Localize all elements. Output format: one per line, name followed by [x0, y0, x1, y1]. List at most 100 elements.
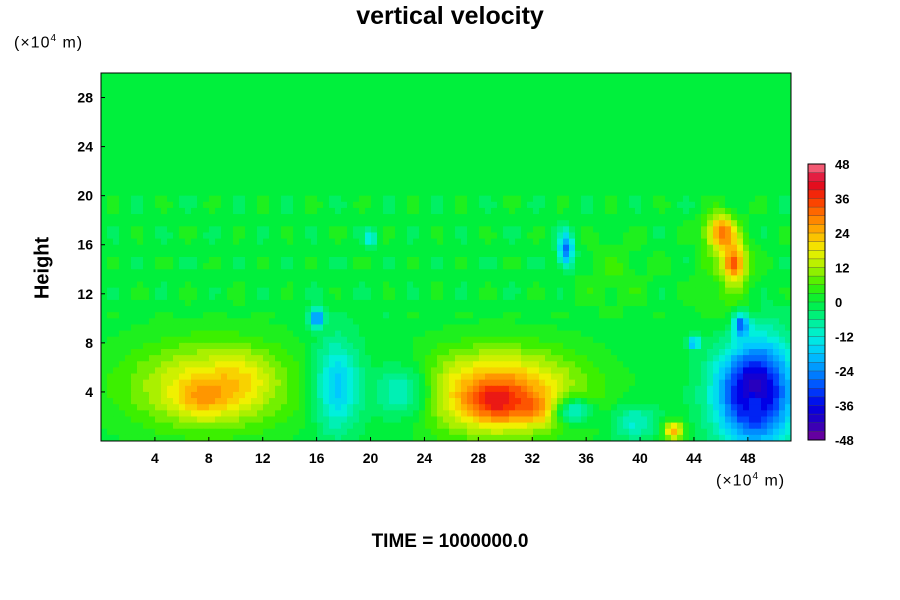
heatmap-cell	[323, 269, 330, 276]
heatmap-cell	[623, 201, 630, 209]
heatmap-cell	[545, 244, 552, 252]
heatmap-cell	[407, 134, 414, 142]
heatmap-cell	[287, 238, 294, 246]
heatmap-cell	[647, 318, 654, 326]
heatmap-cell	[107, 165, 114, 172]
heatmap-cell	[107, 269, 114, 276]
heatmap-cell	[329, 220, 336, 227]
heatmap-cell	[635, 73, 642, 80]
heatmap-cell	[239, 134, 246, 142]
heatmap-cell	[239, 299, 246, 307]
heatmap-cell	[209, 134, 216, 142]
heatmap-cell	[293, 281, 300, 289]
heatmap-cell	[239, 220, 246, 227]
heatmap-cell	[647, 299, 654, 307]
heatmap-cell	[449, 244, 456, 252]
heatmap-cell	[743, 220, 750, 227]
heatmap-cell	[737, 281, 744, 289]
heatmap-cell	[467, 146, 474, 154]
heatmap-cell	[263, 275, 270, 283]
heatmap-cell	[269, 214, 276, 221]
heatmap-cell	[455, 312, 462, 319]
heatmap-cell	[143, 97, 150, 105]
heatmap-cell	[269, 220, 276, 227]
heatmap-cell	[485, 73, 492, 80]
heatmap-cell	[707, 275, 714, 283]
heatmap-cell	[395, 306, 402, 313]
heatmap-cell	[233, 324, 240, 332]
heatmap-cell	[167, 158, 174, 166]
heatmap-cell	[143, 134, 150, 142]
heatmap-cell	[641, 238, 648, 246]
heatmap-cell	[365, 293, 372, 301]
heatmap-cell	[131, 244, 138, 252]
heatmap-cell	[605, 214, 612, 221]
heatmap-cell	[197, 324, 204, 332]
heatmap-cell	[449, 85, 456, 92]
heatmap-cell	[665, 238, 672, 246]
heatmap-cell	[527, 226, 534, 234]
heatmap-cell	[437, 183, 444, 191]
heatmap-cell	[653, 269, 660, 276]
heatmap-cell	[341, 140, 348, 148]
heatmap-cell	[479, 275, 486, 283]
heatmap-cell	[251, 79, 258, 86]
heatmap-cell	[281, 189, 288, 197]
heatmap-cell	[659, 79, 666, 86]
heatmap-cell	[257, 330, 264, 338]
heatmap-cell	[113, 158, 120, 166]
heatmap-cell	[287, 250, 294, 258]
heatmap-cell	[257, 140, 264, 148]
heatmap-cell	[719, 109, 726, 117]
heatmap-cell	[341, 158, 348, 166]
heatmap-cell	[233, 103, 240, 111]
heatmap-cell	[491, 189, 498, 197]
heatmap-cell	[281, 220, 288, 227]
heatmap-cell	[707, 201, 714, 209]
heatmap-cell	[479, 115, 486, 123]
heatmap-cell	[629, 232, 636, 240]
heatmap-cell	[233, 238, 240, 246]
heatmap-cell	[485, 269, 492, 276]
heatmap-cell	[605, 134, 612, 142]
heatmap-cell	[359, 275, 366, 283]
heatmap-cell	[779, 128, 786, 135]
heatmap-cell	[221, 312, 228, 319]
heatmap-cell	[779, 122, 786, 129]
heatmap-cell	[713, 85, 720, 92]
heatmap-cell	[455, 250, 462, 258]
heatmap-cell	[113, 134, 120, 142]
heatmap-cell	[431, 232, 438, 240]
heatmap-cell	[533, 109, 540, 117]
heatmap-cell	[623, 122, 630, 129]
heatmap-cell	[137, 299, 144, 307]
heatmap-cell	[611, 134, 618, 142]
heatmap-cell	[605, 287, 612, 295]
heatmap-cell	[581, 299, 588, 307]
heatmap-cell	[413, 109, 420, 117]
heatmap-cell	[443, 324, 450, 332]
heatmap-cell	[635, 201, 642, 209]
heatmap-cell	[413, 183, 420, 191]
heatmap-cell	[581, 171, 588, 178]
heatmap-cell	[323, 238, 330, 246]
heatmap-cell	[455, 177, 462, 184]
heatmap-cell	[671, 85, 678, 92]
heatmap-cell	[707, 263, 714, 270]
heatmap-cell	[365, 238, 372, 246]
heatmap-cell	[737, 128, 744, 135]
heatmap-cell	[767, 226, 774, 234]
heatmap-cell	[125, 171, 132, 178]
heatmap-cell	[263, 238, 270, 246]
heatmap-cell	[311, 109, 318, 117]
heatmap-cell	[545, 115, 552, 123]
heatmap-cell	[305, 287, 312, 295]
heatmap-cell	[479, 140, 486, 148]
heatmap-cell	[557, 134, 564, 142]
heatmap-cell	[629, 85, 636, 92]
heatmap-cell	[413, 195, 420, 203]
heatmap-cell	[743, 263, 750, 270]
heatmap-cell	[665, 330, 672, 338]
heatmap-cell	[311, 250, 318, 258]
heatmap-cell	[395, 263, 402, 270]
